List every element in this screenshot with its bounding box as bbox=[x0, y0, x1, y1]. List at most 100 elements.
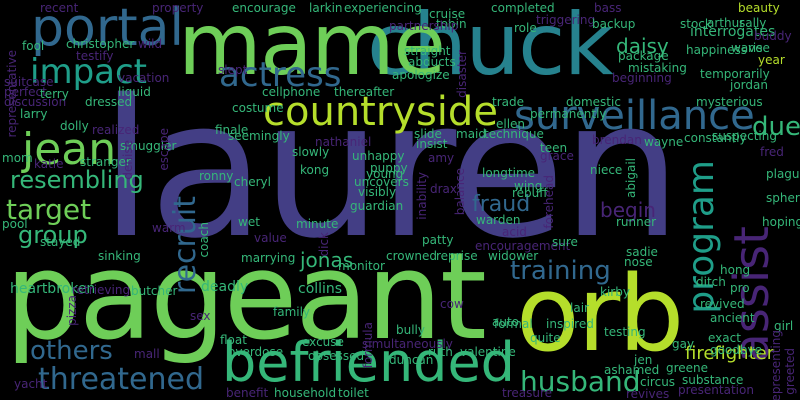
word-hong: hong bbox=[720, 263, 751, 277]
word-cow: cow bbox=[440, 297, 464, 311]
word-larkin: larkin bbox=[309, 1, 343, 15]
word-marrying: marrying bbox=[241, 251, 296, 265]
word-girl: girl bbox=[774, 319, 794, 333]
word-suitcase: suitcase bbox=[4, 75, 54, 89]
word-warm: warm bbox=[152, 221, 186, 235]
word-buddy: buddy bbox=[754, 29, 792, 43]
word-plague: plague bbox=[766, 167, 800, 181]
word-triggering: triggering bbox=[536, 13, 596, 27]
word-ditch: ditch bbox=[696, 275, 726, 289]
word-testing: testing bbox=[604, 325, 646, 339]
word-jean: jean bbox=[22, 124, 117, 175]
word-temporarily: temporarily bbox=[700, 67, 770, 81]
word-guardian: guardian bbox=[350, 199, 404, 213]
word-denise: denise bbox=[121, 140, 135, 180]
word-substance: substance bbox=[682, 373, 744, 387]
word-benefit: benefit bbox=[226, 386, 269, 400]
word-gay: gay bbox=[672, 337, 695, 351]
word-disaster: disaster bbox=[455, 50, 469, 98]
word-revived: revived bbox=[700, 297, 745, 311]
word-toilet: toilet bbox=[338, 386, 369, 400]
word-rebuff: rebuff bbox=[512, 186, 548, 200]
word-simultaneously: simultaneously bbox=[362, 337, 453, 351]
word-technique: technique bbox=[484, 127, 544, 141]
word-young: young bbox=[366, 167, 404, 181]
word-sinking: sinking bbox=[98, 249, 141, 263]
word-beginning: beginning bbox=[612, 71, 672, 85]
word-trade: trade bbox=[492, 95, 524, 109]
word-beauty: beauty bbox=[738, 1, 780, 15]
word-smuggler: smuggler bbox=[120, 139, 177, 153]
word-slowly: slowly bbox=[292, 145, 330, 159]
word-others: others bbox=[30, 336, 113, 366]
word-drax: drax bbox=[430, 182, 458, 196]
word-surveillance: surveillance bbox=[514, 93, 755, 139]
word-escape: escape bbox=[157, 128, 171, 171]
word-testify: testify bbox=[76, 49, 114, 63]
word-stock: stock bbox=[680, 17, 712, 31]
word-valentine: valentine bbox=[460, 345, 516, 359]
word-treasure: treasure bbox=[502, 386, 553, 400]
word-sadie: sadie bbox=[626, 245, 658, 259]
word-lauren: lauren bbox=[100, 59, 682, 280]
word-portal: portal bbox=[31, 0, 184, 58]
word-unhappy: unhappy bbox=[352, 149, 405, 163]
word-befriended: befriended bbox=[222, 331, 515, 394]
word-reprise: reprise bbox=[436, 249, 478, 263]
word-ronny: ronny bbox=[199, 169, 234, 183]
word-fool: fool bbox=[22, 39, 45, 53]
word-grace: grace bbox=[540, 149, 574, 163]
word-duncan: duncan bbox=[389, 353, 434, 367]
word-katie: katie bbox=[34, 157, 64, 171]
word-value: value bbox=[254, 231, 287, 245]
word-begin: begin bbox=[600, 198, 656, 222]
word-crowned: crowned bbox=[386, 249, 438, 263]
word-dressed: dressed bbox=[85, 95, 133, 109]
word-partnership: partnership bbox=[389, 19, 459, 33]
word-abigail: abigail bbox=[624, 158, 638, 198]
word-sally: sally bbox=[739, 16, 767, 30]
word-formal: formal bbox=[494, 317, 533, 331]
word-nose: nose bbox=[624, 255, 653, 269]
word-sphere: sphere bbox=[766, 191, 800, 205]
word-obsessed: obsessed bbox=[308, 349, 365, 363]
word-acid: acid bbox=[502, 225, 527, 239]
word-patty: patty bbox=[422, 233, 454, 247]
word-backup: backup bbox=[592, 17, 636, 31]
word-minute: minute bbox=[296, 217, 339, 231]
word-property: property bbox=[152, 1, 204, 15]
word-butcher: butcher bbox=[131, 284, 178, 298]
word-goodbye: goodbye bbox=[710, 343, 763, 357]
word-role: role bbox=[514, 21, 537, 35]
word-teen: teen bbox=[540, 141, 568, 155]
word-discussion: discussion bbox=[4, 95, 67, 109]
word-amy: amy bbox=[428, 151, 455, 165]
word-stranger: stranger bbox=[80, 155, 131, 169]
word-household: household bbox=[274, 386, 337, 400]
word-jordan: jordan bbox=[730, 78, 768, 92]
word-completed: completed bbox=[491, 1, 555, 15]
word-cellphone: cellphone bbox=[262, 85, 321, 99]
word-representing: representing bbox=[769, 330, 783, 400]
word-ancient: ancient bbox=[710, 311, 755, 325]
word-wet: wet bbox=[238, 215, 260, 229]
word-visibly: visibly bbox=[358, 185, 397, 199]
word-presentation: presentation bbox=[678, 383, 754, 397]
word-year: year bbox=[758, 53, 785, 67]
word-vacation: vacation bbox=[118, 71, 170, 85]
word-puppy: puppy bbox=[370, 161, 408, 175]
word-fraud: fraud bbox=[472, 192, 531, 217]
word-group: group bbox=[18, 221, 88, 249]
word-threatened: threatened bbox=[38, 362, 205, 397]
word-retrieving: retrieving bbox=[72, 283, 131, 297]
word-bully: bully bbox=[396, 323, 425, 337]
word-constantly: constantly bbox=[684, 131, 747, 145]
word-realized: realized bbox=[92, 123, 140, 137]
word-greene: greene bbox=[666, 361, 709, 375]
word-interrogates: interrogates bbox=[690, 24, 776, 40]
word-dolly: dolly bbox=[60, 119, 89, 133]
word-wing: wing bbox=[514, 179, 543, 193]
word-cheryl: cheryl bbox=[234, 175, 271, 189]
word-collins: collins bbox=[298, 281, 343, 297]
